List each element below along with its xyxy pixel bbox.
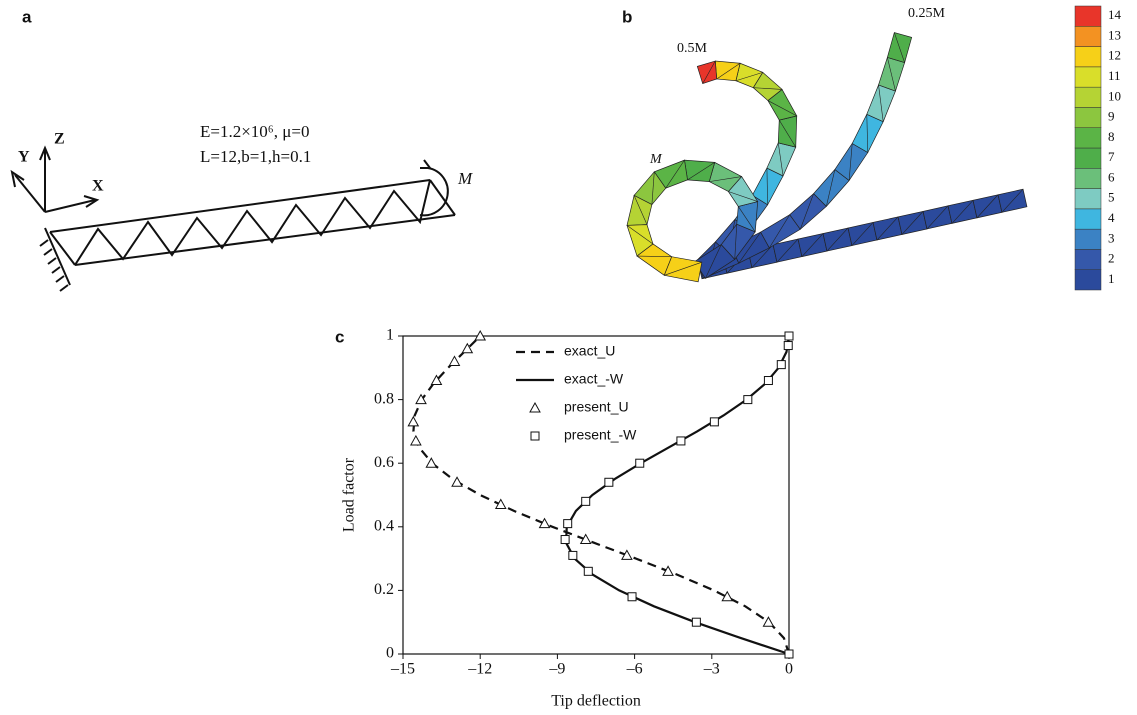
marker — [449, 356, 459, 365]
shell-element — [778, 116, 797, 147]
colorbar-label: 10 — [1108, 88, 1121, 103]
x-tick-label: –6 — [626, 661, 643, 678]
legend-label: exact_U — [564, 343, 615, 359]
colorbar-label: 11 — [1108, 68, 1121, 83]
colorbar-label: 3 — [1108, 230, 1115, 245]
x-tick-label: –3 — [703, 661, 720, 678]
y-tick-label: 0.8 — [374, 390, 394, 407]
panel-label: b — [622, 7, 632, 26]
params: E=1.2×10⁶, μ=0 — [200, 122, 309, 141]
colorbar-swatch — [1075, 26, 1101, 46]
annotation: M — [649, 152, 663, 167]
colorbar-swatch — [1075, 87, 1101, 107]
moment-label: M — [457, 169, 473, 188]
annotation: 0.5M — [677, 41, 708, 56]
legend-label: present_-W — [564, 427, 637, 443]
x-tick-label: –9 — [548, 661, 565, 678]
marker — [452, 477, 462, 486]
colorbar-swatch — [1075, 148, 1101, 168]
marker — [710, 418, 718, 426]
colorbar-swatch — [1075, 107, 1101, 127]
marker — [605, 478, 613, 486]
colorbar-label: 6 — [1108, 169, 1115, 184]
colorbar-swatch — [1075, 6, 1101, 26]
marker — [411, 436, 421, 445]
marker — [636, 459, 644, 467]
annotation: 0.25M — [908, 6, 946, 21]
marker — [744, 396, 752, 404]
y-axis-label: Load factor — [341, 457, 358, 532]
legend-label: present_U — [564, 399, 629, 415]
x-tick-label: –15 — [390, 661, 415, 678]
y-tick-label: 1 — [386, 327, 394, 344]
marker — [569, 551, 577, 559]
params: L=12,b=1,h=0.1 — [200, 147, 311, 166]
marker — [784, 342, 792, 350]
x-tick-label: –12 — [467, 661, 492, 678]
y-tick-label: 0.2 — [374, 581, 394, 598]
colorbar-swatch — [1075, 47, 1101, 67]
colorbar-label: 14 — [1108, 7, 1122, 22]
x-tick-label: 0 — [785, 661, 793, 678]
colorbar-label: 8 — [1108, 129, 1115, 144]
colorbar-swatch — [1075, 168, 1101, 188]
y-tick-label: 0.4 — [374, 517, 394, 534]
marker — [677, 437, 685, 445]
colorbar-label: 12 — [1108, 48, 1121, 63]
marker — [763, 617, 773, 626]
deformed-shapes — [627, 33, 1027, 282]
marker — [531, 432, 539, 440]
legend-label: exact_-W — [564, 371, 624, 387]
colorbar-swatch — [1075, 229, 1101, 249]
marker — [764, 377, 772, 385]
colorbar-swatch — [1075, 128, 1101, 148]
panel-label: c — [335, 327, 344, 346]
marker — [785, 332, 793, 340]
y-tick-label: 0.6 — [374, 454, 394, 471]
marker — [584, 567, 592, 575]
marker — [408, 417, 418, 426]
marker — [564, 520, 572, 528]
panel-label: a — [22, 7, 32, 26]
axis-z: Z — [54, 131, 65, 148]
colorbar-label: 13 — [1108, 27, 1121, 42]
colorbar-swatch — [1075, 209, 1101, 229]
colorbar-label: 2 — [1108, 251, 1115, 266]
plot-area: –15 –12 –9 –6 –3 0 0 0.2 0.4 0.6 0.8 1 exact_U exact_… — [374, 327, 793, 678]
colorbar-swatch — [1075, 270, 1101, 290]
shell-element — [697, 61, 716, 84]
marker — [530, 403, 540, 412]
colorbar-label: 5 — [1108, 190, 1115, 205]
colorbar-swatch — [1075, 249, 1101, 269]
y-tick-label: 0 — [386, 645, 394, 662]
marker — [692, 618, 700, 626]
colorbar-label: 1 — [1108, 271, 1115, 286]
marker — [561, 536, 569, 544]
colorbar-swatch — [1075, 189, 1101, 209]
colorbar-label: 7 — [1108, 149, 1115, 164]
axis-x: X — [92, 178, 104, 195]
marker — [426, 458, 436, 467]
axis-y: Y — [18, 149, 30, 166]
shell-element — [715, 61, 740, 81]
x-axis-label: Tip deflection — [551, 693, 641, 710]
marker — [628, 593, 636, 601]
marker — [785, 650, 793, 658]
marker — [582, 497, 590, 505]
shell-element — [684, 160, 714, 181]
marker — [777, 361, 785, 369]
colorbar-label: 4 — [1108, 210, 1115, 225]
colorbar-label: 9 — [1108, 109, 1115, 124]
figure: a Y Z X E=1.2×10⁶, μ=0 L=12,b=1,h=0.1 M … — [0, 0, 1137, 715]
colorbar-swatch — [1075, 67, 1101, 87]
